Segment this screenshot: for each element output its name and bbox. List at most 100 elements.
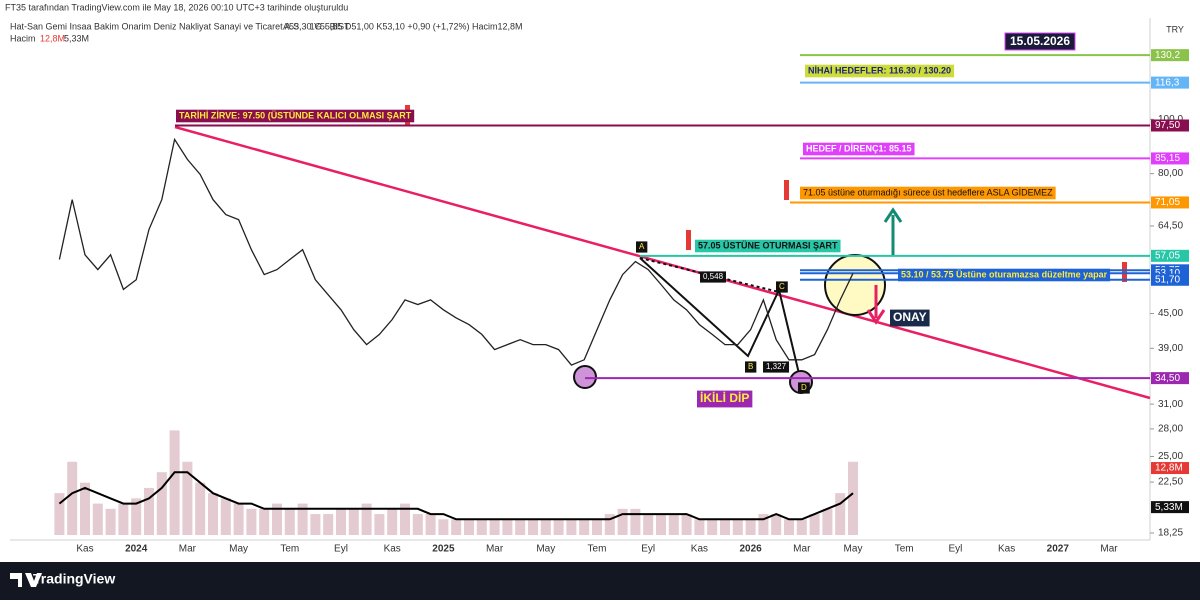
x-tick-label: Kas xyxy=(691,544,708,555)
volume-bar xyxy=(451,519,462,535)
volume-bar xyxy=(643,514,654,535)
volume-bar xyxy=(681,514,692,535)
volume-bar xyxy=(425,514,436,535)
annotation-box xyxy=(636,241,648,253)
level-label-box xyxy=(1151,501,1189,514)
volume-bar xyxy=(156,472,167,535)
level-label-box xyxy=(1151,119,1189,132)
level-label-box xyxy=(1151,372,1189,385)
volume-bar xyxy=(732,519,743,535)
down-arrow xyxy=(866,285,886,325)
annotation: TARİHİ ZİRVE: 97.50 (ÜSTÜNDE KALICI OLMA… xyxy=(179,110,412,120)
volume-bar xyxy=(67,461,78,535)
volume-bar xyxy=(297,503,308,535)
volume-bar xyxy=(54,493,65,535)
x-tick-label: May xyxy=(844,544,863,555)
volume-bar xyxy=(195,482,206,535)
y-tick-label: 28,00 xyxy=(1158,424,1183,435)
volume-bar xyxy=(105,508,116,535)
series-line xyxy=(58,471,854,521)
y-tick-label: 100,0 xyxy=(1158,114,1183,125)
level-label: 34,50 xyxy=(1155,373,1180,384)
x-tick-label: 2025 xyxy=(432,544,455,555)
annotation: ONAY xyxy=(893,310,927,324)
level-label: 85,15 xyxy=(1155,153,1180,164)
currency: TRY xyxy=(1166,24,1184,34)
annotation-box xyxy=(745,361,757,373)
alert-mark xyxy=(784,180,789,200)
y-tick-label: 31,00 xyxy=(1158,399,1183,410)
annotation: İKİLİ DİP xyxy=(700,390,749,405)
volume-bar xyxy=(502,519,513,535)
volume-bar xyxy=(694,519,705,535)
x-tick-label: Eyl xyxy=(948,544,962,555)
footer-bar xyxy=(0,562,1200,600)
bottom-circle xyxy=(573,365,597,389)
volume-bar xyxy=(374,514,385,535)
volume-bar xyxy=(310,514,321,535)
volume-bar xyxy=(476,519,487,535)
annotation: 53.10 / 53.75 Üstüne oturamazsa düzeltme… xyxy=(901,269,1108,279)
y-tick-label: 45,00 xyxy=(1158,308,1183,319)
x-tick-label: Tem xyxy=(588,544,607,555)
annotation: 0,548 xyxy=(703,272,724,281)
x-tick-label: 2026 xyxy=(739,544,762,555)
volume-bar xyxy=(579,519,590,535)
volume-bar xyxy=(668,514,679,535)
up-arrow xyxy=(883,207,903,255)
annotation: NİHAİ HEDEFLER: 116.30 / 130.20 xyxy=(808,65,951,75)
brand-logo xyxy=(10,573,42,587)
volume-bar xyxy=(438,519,449,535)
volume-bar xyxy=(246,508,257,535)
level-label-box xyxy=(1151,196,1189,209)
volume-bar xyxy=(515,519,526,535)
annotation-box xyxy=(700,271,727,283)
level-label: 51,70 xyxy=(1155,274,1180,285)
level-label: 57,05 xyxy=(1155,250,1180,261)
annotation: 57.05 ÜSTÜNE OTURMASI ŞART xyxy=(698,240,838,250)
volume-bar xyxy=(758,514,769,535)
ohlc: A53,30 Y55,85 D51,00 K53,10 +0,90 (+1,72… xyxy=(283,21,523,31)
volume-bar xyxy=(169,430,180,535)
annotation: C xyxy=(779,282,785,291)
volume-bar xyxy=(528,519,538,535)
annotation: 71.05 üstüne oturmadığı sürece üst hedef… xyxy=(803,187,1053,197)
volume-bar xyxy=(540,519,551,535)
brand: TradingView xyxy=(33,571,115,587)
date-badge: 15.05.2026 xyxy=(1010,34,1070,48)
y-tick-label: 39,00 xyxy=(1158,343,1183,354)
level-label: 5,33M xyxy=(1155,502,1183,513)
y-tick-label: 18,25 xyxy=(1158,528,1183,539)
level-label: 71,05 xyxy=(1155,197,1180,208)
volume-bar xyxy=(822,508,833,535)
x-tick-label: May xyxy=(536,544,555,555)
annotation-box xyxy=(803,142,915,156)
volume-bar xyxy=(284,508,295,535)
annotation-box xyxy=(776,281,788,293)
x-tick-label: Eyl xyxy=(641,544,655,555)
volume-ma: 5,33M xyxy=(64,33,89,43)
volume-bar xyxy=(848,461,858,535)
alert-mark xyxy=(1122,262,1127,282)
x-tick-label: Mar xyxy=(179,544,197,555)
trend-line xyxy=(174,125,1151,400)
volume-bar xyxy=(144,487,154,535)
volume-bar xyxy=(182,461,193,535)
x-tick-label: Tem xyxy=(895,544,914,555)
x-tick-label: Mar xyxy=(1100,544,1118,555)
x-tick-label: Tem xyxy=(280,544,299,555)
volume-bar xyxy=(566,519,577,535)
volume-bar xyxy=(835,493,846,535)
volume-value: 12,8M xyxy=(40,33,65,43)
x-tick-label: 2027 xyxy=(1047,544,1070,555)
annotation: HEDEF / DİRENÇ1: 85.15 xyxy=(806,143,912,153)
x-tick-label: Mar xyxy=(486,544,504,555)
volume-bar xyxy=(400,503,410,535)
annotation-box xyxy=(898,268,1111,282)
volume-bar xyxy=(809,514,820,535)
y-tick-label: 64,50 xyxy=(1158,221,1183,232)
volume-bar xyxy=(361,503,372,535)
volume-bar xyxy=(707,519,718,535)
